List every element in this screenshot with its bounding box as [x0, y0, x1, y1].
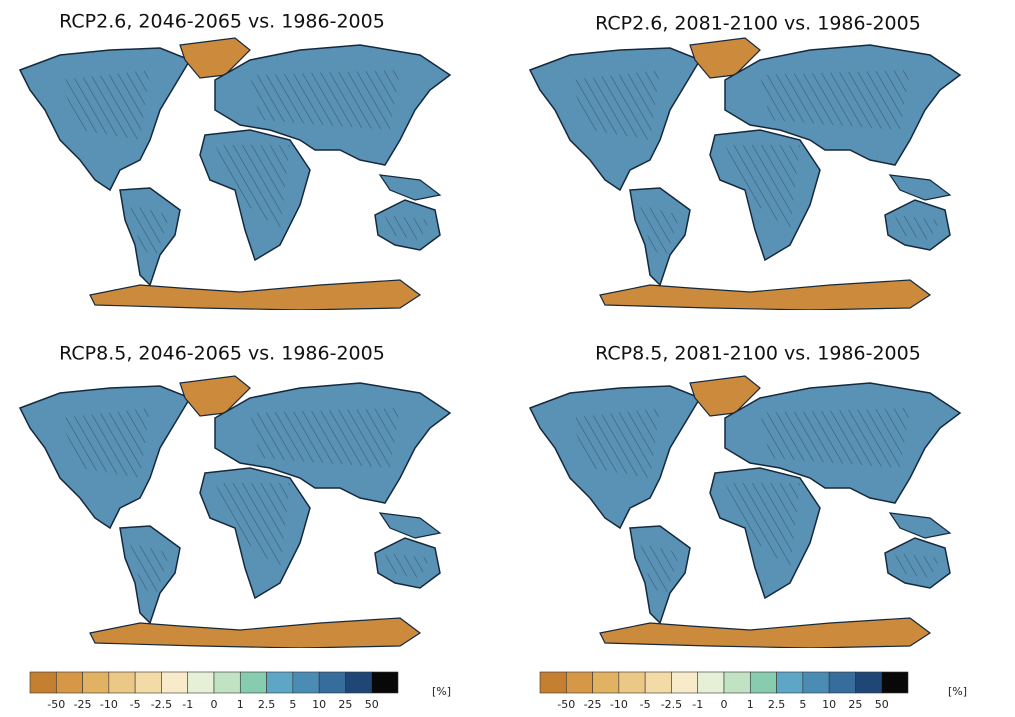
colorbar-tick: -2.5	[661, 698, 682, 711]
colorbar-tick: 10	[312, 698, 326, 711]
colorbar-tick: 10	[822, 698, 836, 711]
colorbar-tick: -1	[692, 698, 703, 711]
colorbar-swatch	[592, 671, 620, 694]
colorbar-swatch	[618, 671, 646, 694]
colorbar-swatch	[371, 671, 399, 694]
world-map	[529, 37, 961, 310]
colorbar-swatch	[29, 671, 57, 694]
colorbar-tick: 0	[211, 698, 218, 711]
colorbar-swatch	[318, 671, 346, 694]
colorbar-unit: [%]	[948, 685, 967, 698]
colorbar-tick: 50	[875, 698, 889, 711]
panel-title: RCP8.5, 2081-2100 vs. 1986-2005	[595, 343, 921, 365]
colorbar-swatch	[776, 671, 804, 694]
colorbar-swatch	[828, 671, 856, 694]
panel-title: RCP2.6, 2046-2065 vs. 1986-2005	[59, 11, 385, 33]
colorbar-tick: -50	[47, 698, 65, 711]
colorbar-swatch	[723, 671, 751, 694]
colorbar-tick: 2.5	[768, 698, 786, 711]
colorbar-tick: -10	[100, 698, 118, 711]
colorbar-swatch	[266, 671, 294, 694]
colorbar-tick: 25	[338, 698, 352, 711]
colorbar-swatch	[671, 671, 699, 694]
colorbar-tick: 5	[289, 698, 296, 711]
colorbar-swatch	[213, 671, 241, 694]
colorbar-swatch	[161, 671, 189, 694]
panel-title: RCP2.6, 2081-2100 vs. 1986-2005	[595, 13, 921, 35]
colorbar-swatch	[292, 671, 320, 694]
colorbar-swatch	[644, 671, 672, 694]
colorbar-swatch	[134, 671, 162, 694]
panel-title: RCP8.5, 2046-2065 vs. 1986-2005	[59, 343, 385, 365]
colorbar-tick: 50	[365, 698, 379, 711]
colorbar-swatch	[881, 671, 909, 694]
colorbar-swatch	[55, 671, 83, 694]
colorbar-tick: 25	[848, 698, 862, 711]
colorbar-tick: -50	[557, 698, 575, 711]
colorbar-tick: -25	[74, 698, 92, 711]
colorbar-swatch	[345, 671, 373, 694]
colorbar-tick: -5	[130, 698, 141, 711]
colorbar-swatch	[239, 671, 267, 694]
colorbar-swatch	[187, 671, 215, 694]
colorbar-tick: -2.5	[151, 698, 172, 711]
world-map	[529, 375, 961, 648]
colorbar-swatch	[108, 671, 136, 694]
panels: RCP2.6, 2046-2065 vs. 1986-2005 RCP2.6, 2…	[19, 11, 961, 648]
colorbar-tick: -1	[182, 698, 193, 711]
colorbar-swatch	[855, 671, 883, 694]
colorbar-swatch	[565, 671, 593, 694]
colorbar-tick: -5	[640, 698, 651, 711]
colorbar-swatch	[697, 671, 725, 694]
colorbar-swatch	[802, 671, 830, 694]
colorbar-unit: [%]	[432, 685, 451, 698]
colorbar-tick: 1	[747, 698, 754, 711]
colorbar-tick: 2.5	[258, 698, 276, 711]
colorbars: -50 -25 -10 -5 -2.5 -1 0 1 2.5 5 10 25 50[%]-50 -25 -1…	[29, 671, 967, 711]
colorbar-swatch	[749, 671, 777, 694]
colorbar-tick: 5	[799, 698, 806, 711]
colorbar-swatch	[539, 671, 567, 694]
colorbar-tick: 1	[237, 698, 244, 711]
colorbar-swatch	[82, 671, 110, 694]
colorbar-tick: -25	[584, 698, 602, 711]
world-map	[19, 375, 451, 648]
colorbar-tick: 0	[721, 698, 728, 711]
world-map	[19, 37, 451, 310]
colorbar-tick: -10	[610, 698, 628, 711]
